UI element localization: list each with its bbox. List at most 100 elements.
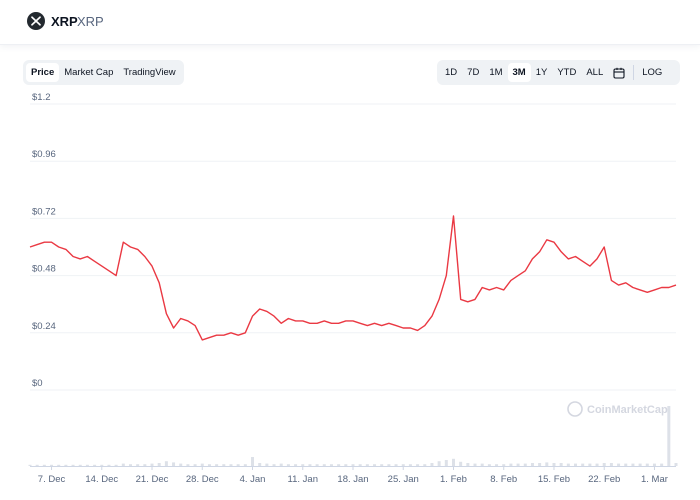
volume-bar: [638, 463, 642, 466]
volume-bar: [466, 463, 470, 466]
x-tick-label: 1. Feb: [440, 474, 467, 485]
volume-bar: [179, 463, 183, 466]
header-bar: XRP XRP: [0, 0, 700, 45]
x-tick-label: 11. Jan: [288, 474, 318, 485]
x-tick-label: 25. Jan: [388, 474, 419, 485]
tab-market-cap[interactable]: Market Cap: [64, 67, 114, 78]
range-3m-button[interactable]: 3M: [507, 63, 531, 82]
volume-bar: [337, 464, 341, 466]
volume-bar: [437, 461, 441, 466]
volume-bar: [652, 463, 656, 466]
toolbar-divider: [633, 65, 635, 80]
volume-bar: [351, 464, 355, 466]
volume-bar: [660, 463, 664, 466]
volume-bar: [430, 463, 434, 466]
y-tick-label: $0.72: [32, 206, 56, 217]
volume-bar: [258, 463, 262, 466]
volume-bar: [545, 462, 549, 466]
calendar-icon[interactable]: [608, 63, 630, 82]
range-1y-button[interactable]: 1Y: [535, 67, 548, 78]
coinmarketcap-logo-icon: [567, 401, 583, 417]
volume-bar: [416, 464, 420, 466]
x-tick-label: 22. Feb: [588, 474, 620, 485]
range-ytd-button[interactable]: YTD: [557, 67, 577, 78]
volume-bar: [265, 463, 269, 466]
volume-bar: [42, 464, 46, 466]
x-tick-label: 18. Jan: [337, 474, 368, 485]
watermark-text: CoinMarketCap: [587, 404, 668, 416]
volume-bar: [480, 463, 484, 466]
tab-tradingview[interactable]: TradingView: [123, 67, 176, 78]
range-7d-button[interactable]: 7D: [467, 67, 480, 78]
volume-bar: [207, 464, 211, 466]
volume-bar: [459, 461, 463, 466]
volume-bar: [574, 463, 578, 466]
volume-bar: [57, 464, 61, 466]
volume-bar: [186, 464, 190, 466]
volume-bar: [595, 463, 599, 466]
volume-bar: [322, 464, 326, 466]
volume-bar: [157, 463, 161, 466]
volume-bar: [136, 464, 140, 466]
x-tick-label: 14. Dec: [85, 474, 118, 485]
x-tick-label: 4. Jan: [240, 474, 266, 485]
y-tick-label: $0.24: [32, 321, 56, 332]
y-tick-label: $1.2: [32, 92, 51, 103]
x-tick-label: 8. Feb: [490, 474, 517, 485]
volume-bar: [286, 464, 290, 466]
volume-bar: [645, 463, 649, 466]
volume-bar: [229, 464, 233, 466]
range-1m-button[interactable]: 1M: [489, 67, 503, 78]
volume-bar: [28, 464, 32, 466]
volume-bar: [509, 463, 513, 466]
volume-bar: [602, 463, 606, 466]
volume-bar: [609, 463, 613, 466]
xrp-logo-icon: [27, 12, 45, 30]
volume-bar: [358, 464, 362, 466]
range-all-button[interactable]: ALL: [586, 67, 604, 78]
range-1d-button[interactable]: 1D: [445, 67, 458, 78]
volume-bar: [674, 463, 678, 466]
volume-bar: [107, 464, 111, 466]
volume-bar: [172, 462, 176, 466]
volume-bar: [272, 464, 276, 466]
view-tabs: Price Market Cap TradingView: [23, 60, 184, 85]
coin-name: XRP: [51, 14, 78, 29]
volume-bar: [128, 464, 132, 466]
volume-bar: [308, 464, 312, 466]
price-line: [29, 215, 677, 341]
y-tick-label: $0.96: [32, 149, 56, 160]
volume-bar: [200, 463, 204, 466]
volume-bar: [243, 464, 247, 466]
volume-bar: [559, 463, 563, 466]
volume-bar: [301, 464, 305, 466]
volume-bar: [279, 463, 283, 466]
volume-bar: [222, 464, 226, 466]
volume-bar: [71, 464, 75, 466]
tab-price[interactable]: Price: [26, 63, 60, 82]
volume-bar: [294, 464, 298, 466]
volume-bar: [50, 464, 54, 466]
volume-bar: [502, 464, 506, 466]
range-tabs: 1D 7D 1M 3M 1Y YTD ALL LOG: [437, 60, 680, 85]
volume-bar: [85, 464, 89, 466]
volume-bar: [588, 463, 592, 466]
log-scale-button[interactable]: LOG: [642, 67, 663, 78]
volume-bar: [667, 406, 671, 466]
volume-bar: [617, 463, 621, 466]
volume-bar: [365, 464, 369, 466]
volume-bar: [473, 463, 477, 466]
volume-bar: [100, 464, 104, 466]
volume-bar: [373, 464, 377, 466]
volume-bar: [193, 464, 197, 466]
volume-bar: [487, 464, 491, 466]
volume-bar: [93, 464, 97, 466]
volume-bar: [451, 458, 455, 466]
x-tick-label: 21. Dec: [136, 474, 169, 485]
volume-bar: [624, 463, 628, 466]
volume-bar: [164, 461, 168, 466]
volume-bar: [315, 464, 319, 466]
coin-symbol: XRP: [77, 14, 104, 29]
volume-bar: [581, 463, 585, 466]
